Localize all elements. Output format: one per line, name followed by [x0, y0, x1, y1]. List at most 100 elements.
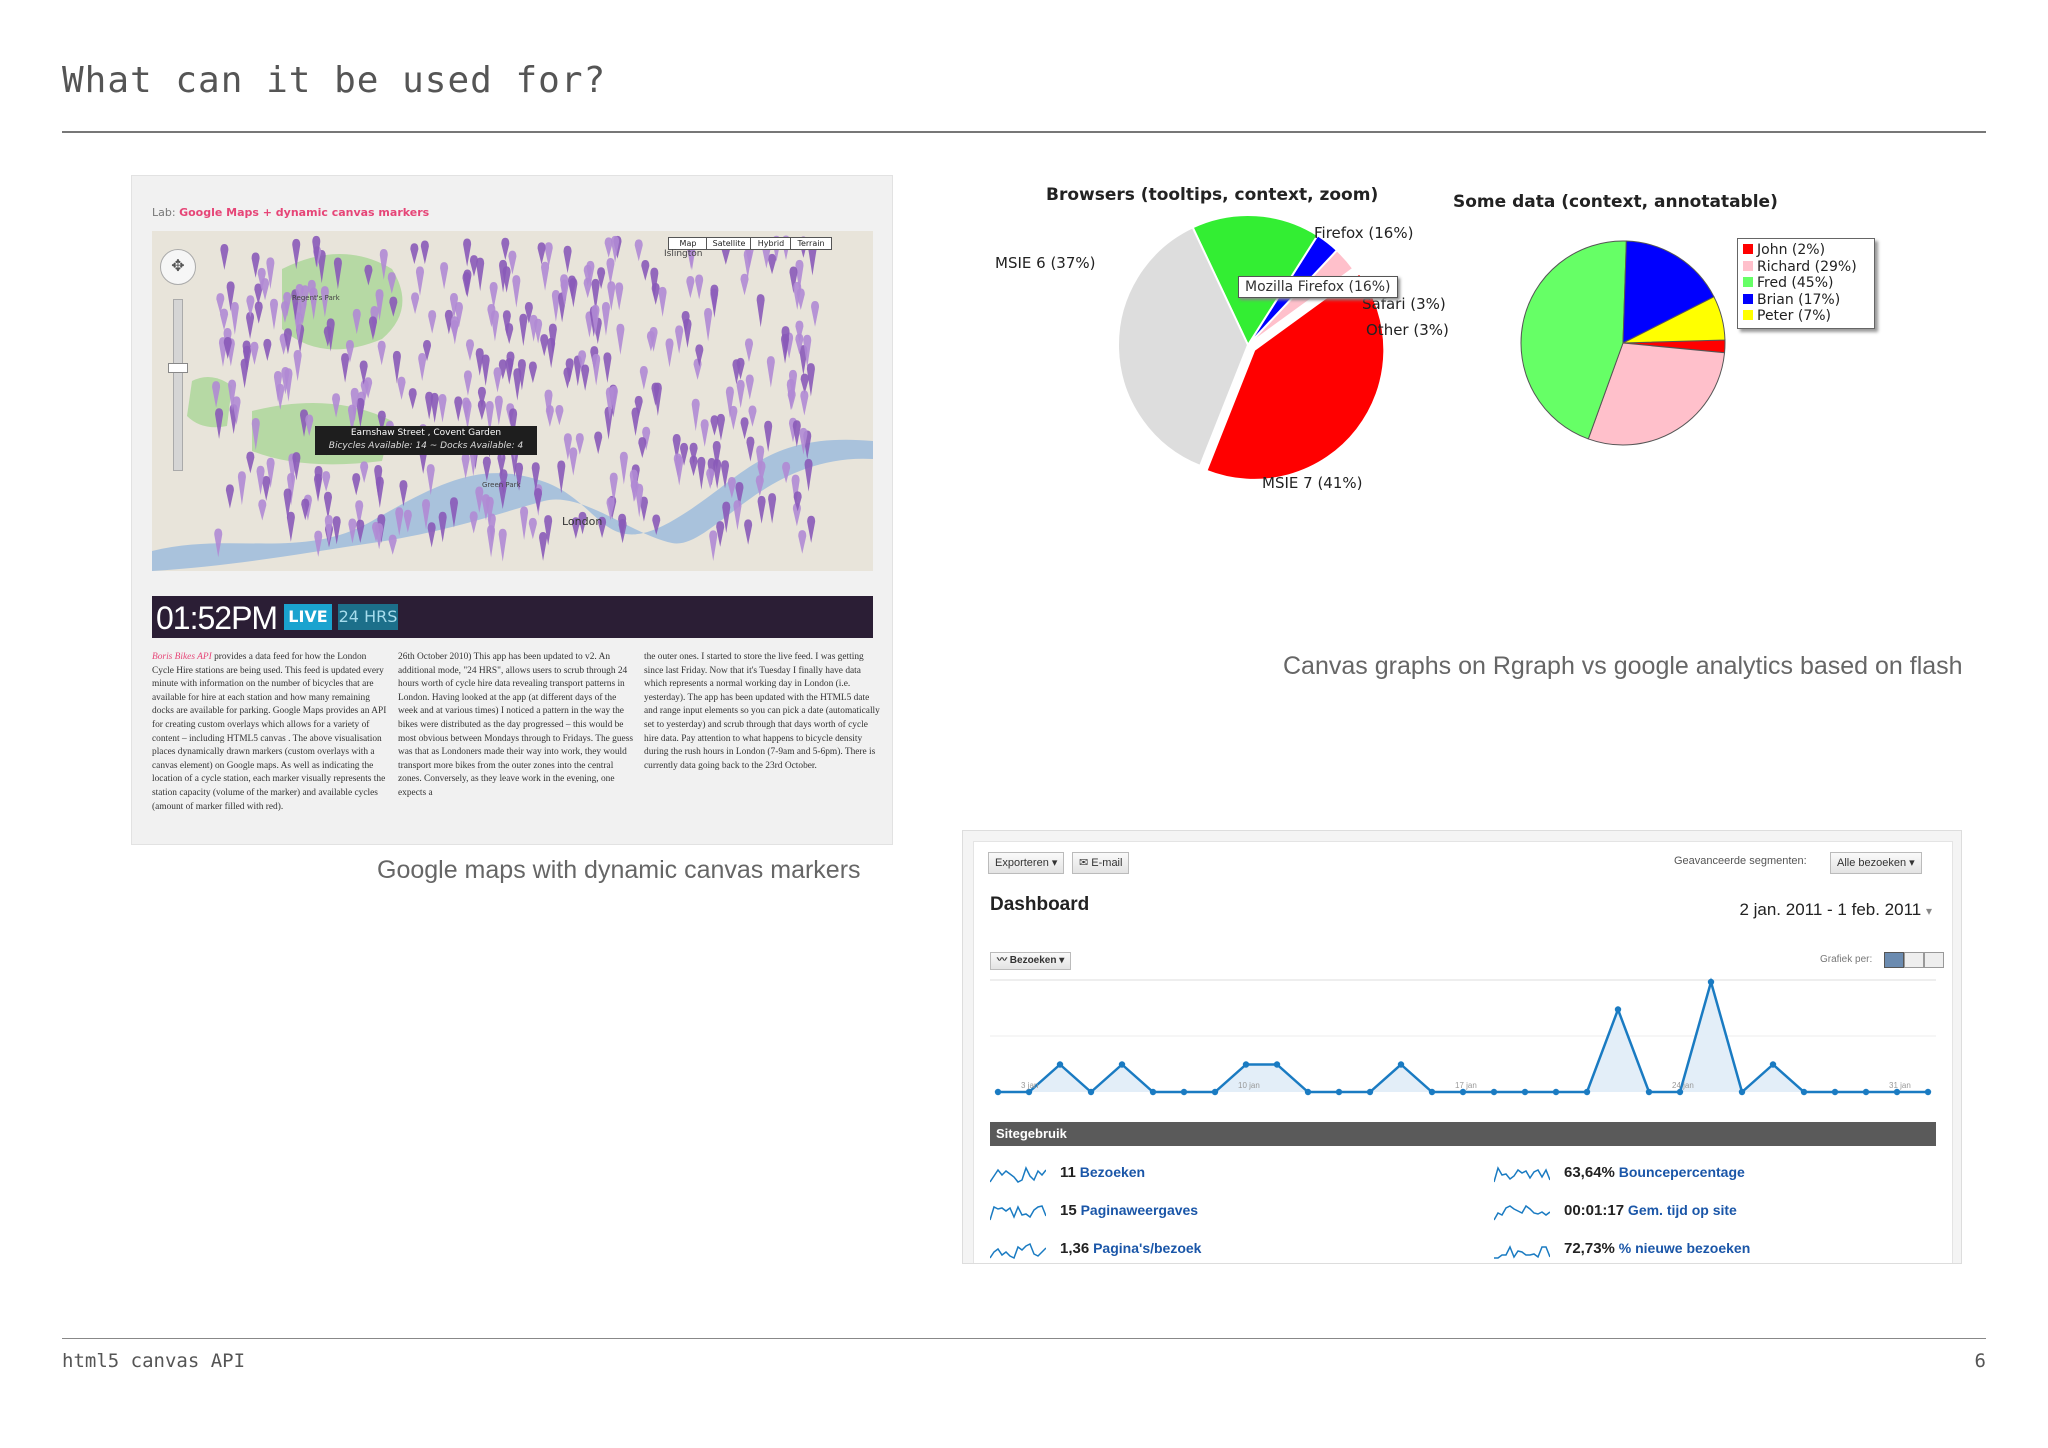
cycle-marker-icon	[539, 531, 548, 561]
map-type-terrain[interactable]: Terrain	[790, 237, 832, 250]
cycle-marker-icon	[426, 464, 435, 496]
tooltip-subtitle: Bicycles Available: 14 ~ Docks Available…	[328, 441, 524, 451]
visits-point	[1211, 1088, 1219, 1096]
24hrs-button[interactable]: 24 HRS	[338, 604, 398, 630]
graph-week-icon[interactable]	[1904, 952, 1924, 968]
cycle-marker-icon	[225, 484, 234, 509]
zoom-slider[interactable]	[173, 299, 183, 471]
cycle-marker-icon	[461, 453, 470, 479]
cycle-marker-icon	[798, 530, 807, 554]
river-thames	[152, 439, 873, 571]
cycle-marker-icon	[528, 517, 537, 540]
cycle-marker-icon	[293, 350, 302, 382]
visits-line	[998, 977, 1928, 1095]
graph-day-icon[interactable]	[1884, 952, 1904, 968]
graph-metric-label: Bezoeken	[1009, 955, 1057, 966]
legend-item: Peter (7%)	[1743, 308, 1869, 325]
cycle-marker-icon	[631, 407, 640, 436]
slide-title: What can it be used for?	[62, 60, 607, 101]
cycle-marker-icon	[505, 323, 514, 344]
metric-link[interactable]: Gem. tijd op site	[1624, 1202, 1737, 1218]
export-button[interactable]: Exporteren ▾	[988, 852, 1065, 874]
visits-point	[1180, 1088, 1188, 1096]
sparkline-path	[1494, 1204, 1550, 1221]
legend-swatch	[1743, 244, 1753, 254]
visits-point	[1397, 1061, 1405, 1068]
pan-control-icon[interactable]: ✥	[160, 249, 196, 285]
metric-value: 72,73%	[1564, 1240, 1615, 1257]
cycle-marker-icon	[746, 436, 755, 462]
cycle-marker-icon	[575, 433, 584, 455]
cycle-marker-icon	[756, 294, 765, 328]
metric-link[interactable]: % nieuwe bezoeken	[1614, 1240, 1751, 1256]
cycle-marker-icon	[469, 511, 478, 534]
cycle-marker-icon	[689, 455, 698, 477]
cycle-marker-icon	[803, 334, 812, 368]
visits-line-chart[interactable]: 3 jan 10 jan 17 jan 24 jan 31 jan	[990, 970, 1936, 1110]
cycle-marker-icon	[294, 312, 303, 343]
cycle-marker-icon	[262, 475, 271, 501]
cycle-marker-icon	[736, 379, 745, 409]
cycle-marker-icon	[745, 374, 754, 400]
cycle-marker-icon	[364, 264, 373, 286]
segments-value: Alle bezoeken	[1837, 857, 1907, 869]
cycle-marker-icon	[332, 393, 341, 418]
cycle-marker-icon	[360, 461, 369, 483]
cycle-marker-icon	[220, 243, 229, 270]
map-caption: Google maps with dynamic canvas markers	[377, 856, 861, 884]
metric-link[interactable]: Paginaweergaves	[1076, 1202, 1199, 1218]
x-tick-label: 31 jan	[1889, 1081, 1911, 1090]
cycle-marker-icon	[246, 451, 255, 474]
segments-label: Geavanceerde segmenten:	[1674, 855, 1807, 867]
browsers-pie-chart[interactable]: MSIE 6 (37%) Firefox (16%) Safari (3%) O…	[980, 205, 1480, 505]
somedata-pie-chart[interactable]	[1500, 225, 1740, 465]
metric-row: 72,73% % nieuwe bezoeken	[1564, 1240, 1750, 1257]
cycle-marker-icon	[513, 368, 522, 401]
sparkline-icon	[1494, 1166, 1550, 1183]
cycle-marker-icon	[766, 356, 775, 388]
map-type-satellite[interactable]: Satellite	[706, 237, 752, 250]
map-view[interactable]: Map Satellite Hybrid Terrain ✥ Earnshaw …	[152, 231, 873, 571]
cycle-marker-icon	[806, 363, 815, 397]
cycle-marker-icon	[748, 405, 757, 427]
graph-month-icon[interactable]	[1924, 952, 1944, 968]
map-type-hybrid[interactable]: Hybrid	[750, 237, 792, 250]
cycle-marker-icon	[639, 366, 648, 390]
cycle-marker-icon	[598, 516, 607, 538]
graph-metric-select[interactable]: 〰 Bezoeken ▾	[990, 952, 1072, 970]
metric-link[interactable]: Bouncepercentage	[1614, 1164, 1745, 1180]
live-button[interactable]: LIVE	[284, 604, 332, 630]
cycle-marker-icon	[392, 350, 401, 384]
cycle-marker-icon	[528, 361, 537, 384]
date-range-picker[interactable]: 2 jan. 2011 - 1 feb. 2011 ▾	[1739, 900, 1932, 920]
lab-prefix: Lab:	[152, 206, 176, 219]
zoom-slider-handle[interactable]	[168, 363, 188, 373]
visits-point	[1862, 1088, 1870, 1096]
metric-link[interactable]: Pagina's/bezoek	[1089, 1240, 1202, 1256]
cycle-marker-icon	[560, 274, 569, 300]
cycle-marker-icon	[700, 419, 709, 447]
cycle-marker-icon	[638, 437, 647, 459]
cycle-marker-icon	[475, 348, 484, 376]
cycle-marker-icon	[246, 295, 255, 318]
label-msie6: MSIE 6 (37%)	[995, 254, 1096, 272]
cycle-marker-icon	[609, 472, 618, 504]
legend-item: Brian (17%)	[1743, 292, 1869, 309]
map-label-green-park: Green Park	[482, 481, 521, 489]
cycle-marker-icon	[237, 471, 246, 506]
article-lead-link[interactable]: Boris Bikes API	[152, 652, 212, 662]
cycle-marker-icon	[317, 250, 326, 284]
email-button[interactable]: ✉ E-mail	[1072, 852, 1130, 874]
cycle-marker-icon	[312, 235, 321, 268]
cycle-marker-icon	[727, 477, 736, 499]
cycle-marker-icon	[487, 513, 496, 543]
segments-select[interactable]: Alle bezoeken ▾	[1830, 852, 1922, 874]
map-label-london: London	[562, 515, 603, 528]
cycle-marker-icon	[281, 367, 290, 395]
cycle-marker-icon	[800, 390, 809, 416]
metric-link[interactable]: Bezoeken	[1075, 1164, 1146, 1180]
map-screenshot: Lab: Google Maps + dynamic canvas marker…	[131, 175, 893, 845]
visits-point	[1118, 1061, 1126, 1068]
cycle-marker-icon	[791, 474, 800, 508]
cycle-marker-icon	[228, 379, 237, 412]
